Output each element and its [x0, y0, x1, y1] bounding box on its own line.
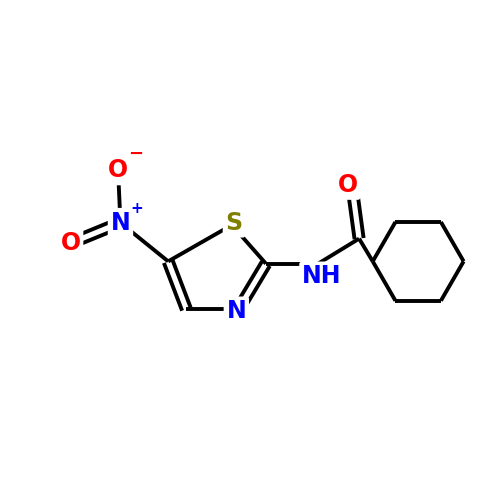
Text: O: O — [338, 173, 358, 197]
Text: S: S — [226, 210, 242, 234]
Text: N: N — [226, 300, 246, 324]
Text: −: − — [128, 144, 143, 162]
Text: O: O — [60, 231, 80, 255]
Text: NH: NH — [302, 264, 342, 288]
Text: O: O — [108, 158, 128, 182]
Text: +: + — [130, 200, 142, 216]
Text: N: N — [110, 210, 130, 234]
